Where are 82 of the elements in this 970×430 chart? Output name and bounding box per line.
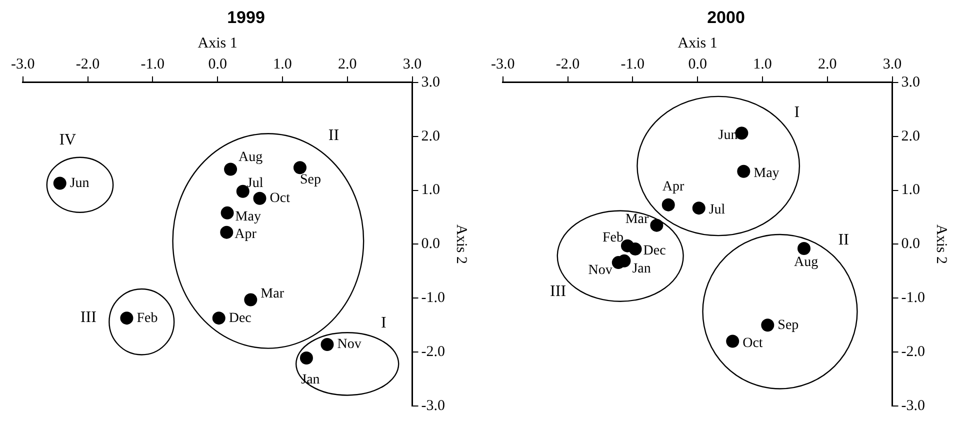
chart-title: 2000	[707, 8, 745, 27]
series-label: Aug	[238, 150, 263, 165]
point	[212, 312, 226, 325]
series-label: Sep	[778, 318, 799, 333]
x-tick-label: 1.0	[753, 56, 772, 72]
y-tick-label: -1.0	[901, 290, 926, 306]
x-tick-label: -3.0	[11, 56, 35, 72]
point	[300, 352, 313, 364]
series-label: Oct	[270, 191, 290, 206]
annotation: III	[550, 282, 566, 300]
point	[650, 218, 664, 232]
series-label: Jul	[246, 176, 264, 192]
y-tick-label: -3.0	[901, 398, 926, 414]
series-label: Jul	[708, 202, 726, 218]
series-label: Dec	[228, 310, 252, 326]
y-tick-label: 3.0	[421, 74, 440, 90]
annotation: IV	[59, 131, 77, 148]
y-tick-label: -3.0	[421, 398, 446, 414]
x-tick-label: 0.0	[688, 56, 707, 72]
x-tick-label: 3.0	[882, 56, 902, 72]
point	[293, 161, 306, 174]
x-tick-label: -2.0	[76, 56, 100, 72]
point	[224, 162, 238, 176]
point	[726, 334, 740, 348]
x-tick-label: -2.0	[556, 56, 580, 72]
point	[797, 242, 810, 256]
point	[220, 226, 234, 239]
x-tick-label: -1.0	[140, 56, 165, 72]
annotation: II	[838, 232, 849, 249]
x-axis-title: Axis 1	[198, 35, 238, 52]
y-tick-label: 1.0	[901, 182, 920, 198]
point	[253, 192, 266, 205]
annotation: I	[794, 104, 800, 121]
series-label: Aug	[794, 255, 818, 270]
y-tick-label: -2.0	[421, 344, 446, 360]
point	[53, 176, 66, 190]
series-label: Oct	[742, 336, 763, 351]
series-label: Nov	[588, 263, 612, 278]
series-label: Mar	[260, 286, 284, 302]
annotation: III	[80, 308, 96, 326]
y-tick-label: 2.0	[901, 128, 920, 144]
x-tick-label: -1.0	[620, 56, 645, 72]
x-tick-label: -3.0	[491, 56, 515, 72]
series-label: Dec	[643, 244, 666, 259]
point	[618, 254, 631, 268]
series-label: Nov	[337, 337, 362, 352]
point	[120, 312, 134, 325]
series-label: May	[754, 166, 780, 182]
chart-title: 1999	[227, 8, 265, 27]
point	[737, 164, 750, 178]
series-label: Jan	[632, 262, 651, 277]
series-label: May	[235, 210, 261, 225]
point	[761, 318, 774, 332]
series-label: Apr	[234, 227, 257, 242]
x-tick-label: 1.0	[273, 56, 292, 72]
y-tick-label: 0.0	[901, 236, 920, 252]
point	[692, 202, 706, 215]
y-tick-label: 3.0	[901, 74, 920, 90]
point	[320, 338, 334, 352]
series-label: Sep	[300, 172, 321, 188]
series-label: Feb	[602, 230, 624, 246]
point	[244, 293, 258, 306]
x-tick-label: 0.0	[208, 56, 227, 72]
x-axis-title: Axis 1	[678, 35, 718, 52]
x-tick-label: 2.0	[818, 56, 837, 72]
point	[662, 198, 675, 212]
y-axis-title: Axis 2	[933, 224, 950, 264]
annotation: I	[381, 314, 386, 332]
series-label: Feb	[136, 310, 158, 326]
point	[220, 206, 234, 220]
x-tick-label: 2.0	[338, 56, 357, 72]
annotation: II	[328, 126, 340, 144]
series-label: Jun	[70, 176, 90, 191]
series-label: Mar	[625, 212, 650, 227]
y-tick-label: 1.0	[421, 182, 440, 198]
x-tick-label: 3.0	[402, 56, 422, 72]
y-tick-label: 2.0	[421, 128, 440, 144]
y-tick-label: -2.0	[901, 344, 926, 360]
y-axis-title: Axis 2	[453, 224, 470, 264]
series-label: Apr	[662, 180, 684, 194]
y-tick-label: 0.0	[421, 236, 440, 252]
y-tick-label: -1.0	[421, 290, 446, 306]
